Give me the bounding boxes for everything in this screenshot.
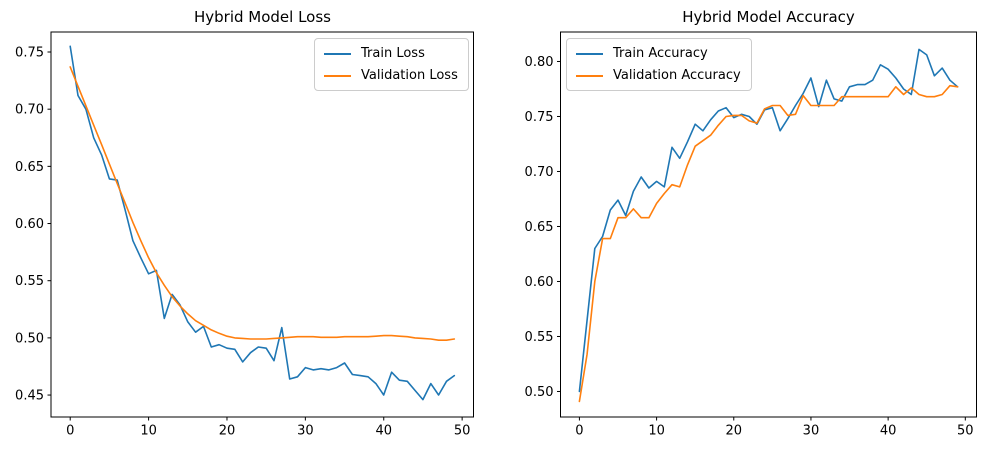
y-tick-label: 0.75 <box>15 46 44 61</box>
validation-loss-line-swatch <box>324 74 351 77</box>
y-tick-label: 0.75 <box>525 110 554 125</box>
validation-loss-line <box>69 66 456 342</box>
x-tick-label: 0 <box>66 424 74 439</box>
y-tick-label: 0.45 <box>15 389 44 404</box>
y-tick-label: 0.55 <box>15 274 44 289</box>
y-tick-label: 0.80 <box>525 55 554 70</box>
y-tick-label: 0.65 <box>15 160 44 175</box>
y-tick-label: 0.60 <box>15 217 44 232</box>
train-accuracy-line <box>578 48 959 393</box>
legend-entry-train-loss: Train Loss <box>324 45 458 62</box>
plot-border <box>560 31 977 418</box>
x-tick-label: 20 <box>725 424 742 439</box>
accuracy-legend: Train Accuracy Validation Accuracy <box>566 38 752 91</box>
validation-accuracy-line-swatch <box>576 74 603 77</box>
y-tick-label: 0.65 <box>525 220 554 235</box>
y-tick-label: 0.50 <box>15 331 44 346</box>
x-tick-label: 50 <box>957 424 974 439</box>
validation-accuracy-line <box>578 84 959 403</box>
y-tick-label: 0.70 <box>15 103 44 118</box>
x-tick-label: 30 <box>803 424 820 439</box>
y-tick-label: 0.55 <box>525 330 554 345</box>
accuracy-chart-title: Hybrid Model Accuracy <box>682 8 855 26</box>
y-tick-label: 0.60 <box>525 275 554 290</box>
x-tick-label: 10 <box>140 424 157 439</box>
legend-label: Validation Loss <box>361 68 458 83</box>
legend-entry-train-accuracy: Train Accuracy <box>576 45 741 62</box>
loss-chart-title: Hybrid Model Loss <box>193 8 331 26</box>
plot-border <box>50 31 474 418</box>
x-tick-label: 40 <box>375 424 392 439</box>
x-tick-label: 50 <box>454 424 471 439</box>
x-tick-label: 30 <box>297 424 314 439</box>
y-tick-label: 0.50 <box>525 385 554 400</box>
legend-label: Validation Accuracy <box>613 68 741 83</box>
legend-entry-validation-accuracy: Validation Accuracy <box>576 67 741 84</box>
train-accuracy-line-swatch <box>576 52 603 55</box>
train-loss-line <box>69 45 456 401</box>
train-loss-line-swatch <box>324 52 351 55</box>
x-tick-label: 20 <box>219 424 236 439</box>
legend-label: Train Loss <box>361 46 425 61</box>
y-tick-label: 0.70 <box>525 165 554 180</box>
legend-entry-validation-loss: Validation Loss <box>324 67 458 84</box>
x-tick-label: 10 <box>648 424 665 439</box>
x-tick-label: 0 <box>575 424 583 439</box>
x-tick-label: 40 <box>880 424 897 439</box>
legend-label: Train Accuracy <box>613 46 708 61</box>
loss-legend: Train Loss Validation Loss <box>314 38 469 91</box>
